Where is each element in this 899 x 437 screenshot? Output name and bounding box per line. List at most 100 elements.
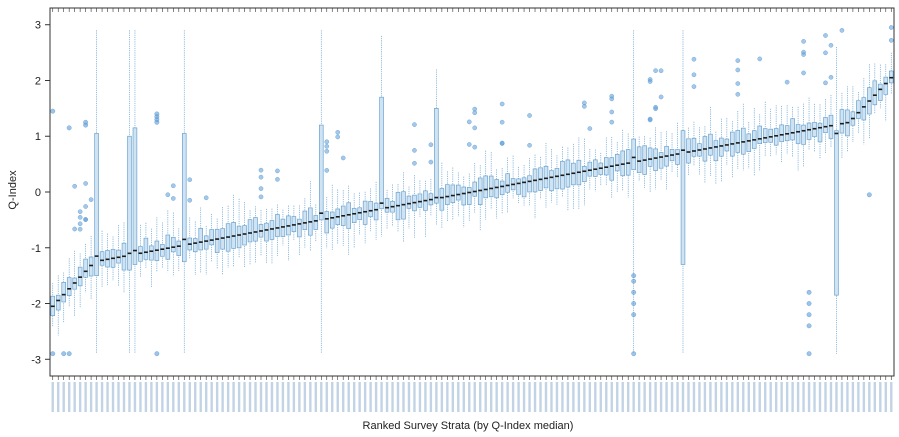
outlier-point	[823, 50, 828, 56]
box-body	[790, 118, 795, 141]
outlier-point	[828, 42, 834, 48]
x-tick-label	[336, 382, 339, 412]
box-stratum	[757, 56, 763, 172]
box-body	[275, 214, 280, 237]
box-body	[653, 148, 658, 171]
y-tick-label: 0	[35, 187, 41, 199]
x-tick-label	[89, 382, 93, 412]
outlier-point	[324, 168, 330, 173]
box-body	[132, 127, 138, 265]
outlier-point	[631, 278, 637, 284]
outlier-point	[757, 56, 763, 62]
x-tick-label	[539, 382, 542, 412]
box-body	[220, 228, 225, 250]
outlier-point	[735, 67, 741, 73]
x-tick-label	[517, 382, 520, 412]
box-stratum	[494, 169, 499, 219]
box-stratum	[773, 105, 779, 155]
outlier-point	[324, 144, 330, 149]
box-stratum	[192, 221, 198, 275]
box-stratum	[505, 157, 510, 214]
x-tick-label	[62, 382, 65, 412]
box-body	[872, 80, 878, 106]
outlier-point	[653, 68, 658, 73]
x-tick-label	[265, 382, 268, 412]
box-body	[417, 193, 423, 208]
outlier-point	[412, 160, 417, 166]
x-tick-label	[720, 382, 723, 412]
x-tick-label	[769, 382, 772, 412]
x-tick-label	[281, 382, 285, 412]
box-stratum	[406, 186, 412, 229]
x-tick-label	[391, 382, 394, 412]
outlier-point	[187, 197, 193, 203]
box-body	[450, 184, 456, 203]
box-body	[291, 216, 297, 232]
box-stratum	[154, 217, 160, 272]
x-tick-label	[73, 382, 76, 412]
x-tick-label	[824, 382, 827, 412]
outlier-point	[888, 38, 894, 43]
x-tick-label	[380, 382, 383, 412]
x-tick-label	[407, 382, 411, 412]
box-body	[149, 245, 154, 261]
box-body	[691, 137, 697, 157]
x-tick-label	[522, 382, 526, 412]
box-stratum	[121, 222, 127, 293]
box-stratum	[384, 189, 390, 230]
box-stratum	[565, 147, 571, 211]
x-tick-label	[374, 382, 378, 412]
box-stratum	[883, 64, 889, 122]
x-tick-label	[259, 382, 263, 412]
outlier-point	[609, 109, 615, 115]
outlier-point	[335, 134, 341, 140]
outlier-point	[631, 273, 637, 279]
x-tick-label	[177, 382, 180, 412]
box-stratum	[850, 86, 856, 142]
plot-frame	[49, 7, 895, 377]
box-body	[631, 138, 636, 171]
box-body	[379, 96, 384, 210]
outlier-point	[828, 75, 834, 80]
box-stratum	[521, 164, 527, 206]
box-body	[675, 149, 680, 165]
box-stratum	[795, 106, 801, 172]
box-body	[351, 208, 357, 224]
box-body	[801, 124, 806, 145]
box-body	[773, 128, 779, 146]
outlier-point	[466, 142, 472, 147]
x-tick-label	[139, 382, 142, 412]
x-tick-label	[418, 382, 422, 412]
outlier-point	[658, 68, 664, 74]
box-body	[779, 124, 784, 143]
box-body	[182, 133, 187, 263]
outlier-point	[83, 181, 88, 186]
box-stratum	[280, 209, 286, 246]
outlier-point	[806, 312, 812, 318]
outlier-point	[428, 159, 434, 165]
outlier-point	[823, 80, 828, 86]
x-tick-label	[243, 382, 246, 412]
box-stratum	[434, 69, 439, 226]
box-stratum	[401, 172, 406, 243]
x-tick-label	[204, 382, 208, 412]
x-tick-label	[221, 382, 224, 412]
y-tick-label: -1	[31, 243, 41, 255]
box-body	[165, 234, 171, 260]
outlier-point	[258, 174, 264, 180]
outlier-point	[50, 108, 56, 114]
box-body	[543, 165, 549, 189]
box-body	[406, 195, 412, 209]
x-tick-label	[753, 382, 756, 412]
outlier-point	[72, 183, 77, 189]
box-stratum	[395, 184, 401, 232]
box-stratum	[806, 97, 812, 150]
x-tick-label	[172, 382, 175, 412]
box-stratum	[669, 133, 675, 173]
outlier-point	[735, 81, 741, 86]
box-stratum	[77, 209, 83, 308]
outlier-point	[806, 289, 812, 295]
outlier-point	[499, 141, 505, 146]
box-body	[795, 124, 801, 144]
box-body	[708, 133, 713, 156]
